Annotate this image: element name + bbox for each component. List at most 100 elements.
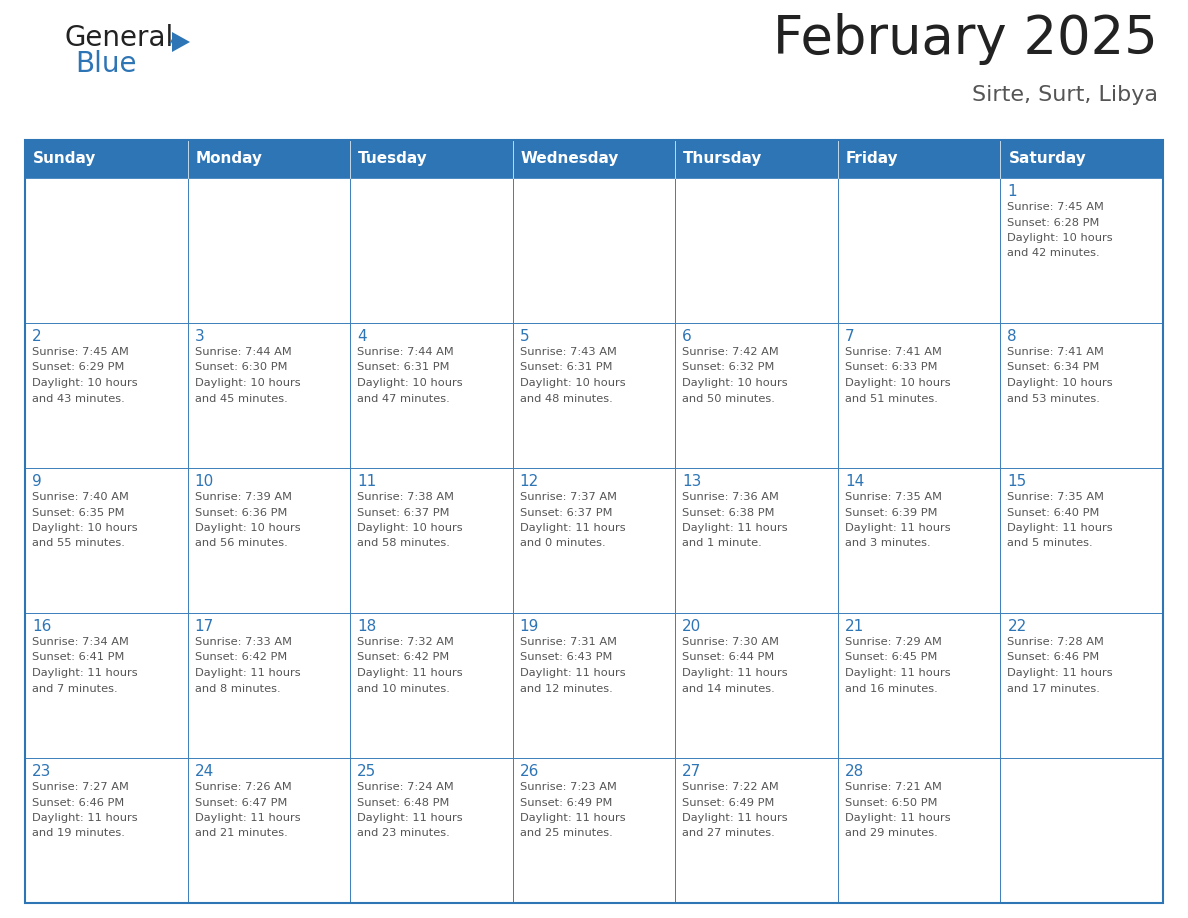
Bar [188, 468, 350, 613]
Bar [25, 323, 188, 468]
Text: 7: 7 [845, 329, 854, 344]
Text: Sunrise: 7:36 AM: Sunrise: 7:36 AM [682, 492, 779, 502]
Text: and 58 minutes.: and 58 minutes. [358, 539, 450, 548]
Text: Sunrise: 7:45 AM: Sunrise: 7:45 AM [1007, 202, 1105, 212]
Bar [350, 178, 513, 323]
Text: Sunrise: 7:35 AM: Sunrise: 7:35 AM [845, 492, 942, 502]
Text: Sunset: 6:42 PM: Sunset: 6:42 PM [358, 653, 449, 663]
Text: Sunrise: 7:37 AM: Sunrise: 7:37 AM [519, 492, 617, 502]
Bar [188, 613, 350, 758]
Text: Sunrise: 7:33 AM: Sunrise: 7:33 AM [195, 637, 291, 647]
Text: 14: 14 [845, 474, 864, 489]
Text: 19: 19 [519, 619, 539, 634]
Text: 9: 9 [32, 474, 42, 489]
Text: Sunrise: 7:38 AM: Sunrise: 7:38 AM [358, 492, 454, 502]
Text: Sunrise: 7:29 AM: Sunrise: 7:29 AM [845, 637, 942, 647]
Polygon shape [172, 32, 190, 52]
Bar [25, 140, 1163, 903]
Text: 22: 22 [1007, 619, 1026, 634]
Text: Daylight: 11 hours: Daylight: 11 hours [1007, 668, 1113, 678]
Text: and 1 minute.: and 1 minute. [682, 539, 762, 548]
Text: Blue: Blue [75, 50, 137, 78]
Bar [513, 613, 675, 758]
Text: Sunset: 6:31 PM: Sunset: 6:31 PM [358, 363, 449, 373]
Bar [188, 758, 350, 903]
Text: Daylight: 11 hours: Daylight: 11 hours [682, 523, 788, 533]
Text: 3: 3 [195, 329, 204, 344]
Text: and 23 minutes.: and 23 minutes. [358, 829, 450, 838]
Text: Sunrise: 7:31 AM: Sunrise: 7:31 AM [519, 637, 617, 647]
Text: Sunset: 6:47 PM: Sunset: 6:47 PM [195, 798, 287, 808]
Bar [1000, 468, 1163, 613]
Text: Sunset: 6:45 PM: Sunset: 6:45 PM [845, 653, 937, 663]
Text: Sunset: 6:40 PM: Sunset: 6:40 PM [1007, 508, 1100, 518]
Bar [25, 758, 188, 903]
Text: Wednesday: Wednesday [520, 151, 619, 166]
Text: Saturday: Saturday [1009, 151, 1086, 166]
Text: Sirte, Surt, Libya: Sirte, Surt, Libya [972, 85, 1158, 105]
Bar [350, 613, 513, 758]
Text: and 3 minutes.: and 3 minutes. [845, 539, 930, 548]
Text: Sunrise: 7:27 AM: Sunrise: 7:27 AM [32, 782, 128, 792]
Text: Sunrise: 7:24 AM: Sunrise: 7:24 AM [358, 782, 454, 792]
Text: Sunrise: 7:23 AM: Sunrise: 7:23 AM [519, 782, 617, 792]
Text: and 10 minutes.: and 10 minutes. [358, 684, 450, 693]
Text: Daylight: 10 hours: Daylight: 10 hours [682, 378, 788, 388]
Text: and 53 minutes.: and 53 minutes. [1007, 394, 1100, 404]
Text: and 25 minutes.: and 25 minutes. [519, 829, 613, 838]
Text: Sunrise: 7:28 AM: Sunrise: 7:28 AM [1007, 637, 1105, 647]
Text: Daylight: 10 hours: Daylight: 10 hours [845, 378, 950, 388]
Text: Sunset: 6:46 PM: Sunset: 6:46 PM [32, 798, 125, 808]
Text: Daylight: 11 hours: Daylight: 11 hours [32, 668, 138, 678]
Bar [1000, 140, 1163, 178]
Text: 6: 6 [682, 329, 693, 344]
Bar [513, 140, 675, 178]
Text: Sunset: 6:31 PM: Sunset: 6:31 PM [519, 363, 612, 373]
Text: Sunset: 6:37 PM: Sunset: 6:37 PM [358, 508, 449, 518]
Text: Tuesday: Tuesday [358, 151, 428, 166]
Text: Sunset: 6:42 PM: Sunset: 6:42 PM [195, 653, 286, 663]
Text: 12: 12 [519, 474, 539, 489]
Text: Sunrise: 7:39 AM: Sunrise: 7:39 AM [195, 492, 291, 502]
Text: Daylight: 10 hours: Daylight: 10 hours [358, 378, 463, 388]
Text: Daylight: 10 hours: Daylight: 10 hours [358, 523, 463, 533]
Text: Daylight: 11 hours: Daylight: 11 hours [519, 813, 625, 823]
Text: 24: 24 [195, 764, 214, 779]
Bar [513, 178, 675, 323]
Text: and 21 minutes.: and 21 minutes. [195, 829, 287, 838]
Text: Sunrise: 7:44 AM: Sunrise: 7:44 AM [358, 347, 454, 357]
Text: and 17 minutes.: and 17 minutes. [1007, 684, 1100, 693]
Text: and 47 minutes.: and 47 minutes. [358, 394, 450, 404]
Text: Daylight: 11 hours: Daylight: 11 hours [519, 668, 625, 678]
Text: Sunrise: 7:32 AM: Sunrise: 7:32 AM [358, 637, 454, 647]
Text: Sunrise: 7:30 AM: Sunrise: 7:30 AM [682, 637, 779, 647]
Text: Sunrise: 7:43 AM: Sunrise: 7:43 AM [519, 347, 617, 357]
Text: General: General [65, 24, 175, 52]
Text: Sunset: 6:29 PM: Sunset: 6:29 PM [32, 363, 125, 373]
Text: Daylight: 11 hours: Daylight: 11 hours [519, 523, 625, 533]
Text: Sunday: Sunday [33, 151, 96, 166]
Text: 5: 5 [519, 329, 530, 344]
Text: 13: 13 [682, 474, 702, 489]
Bar [838, 323, 1000, 468]
Text: and 14 minutes.: and 14 minutes. [682, 684, 775, 693]
Text: Sunset: 6:49 PM: Sunset: 6:49 PM [519, 798, 612, 808]
Text: and 48 minutes.: and 48 minutes. [519, 394, 613, 404]
Text: and 43 minutes.: and 43 minutes. [32, 394, 125, 404]
Bar [675, 178, 838, 323]
Text: 15: 15 [1007, 474, 1026, 489]
Bar [513, 468, 675, 613]
Text: Sunset: 6:38 PM: Sunset: 6:38 PM [682, 508, 775, 518]
Text: Sunset: 6:50 PM: Sunset: 6:50 PM [845, 798, 937, 808]
Text: and 51 minutes.: and 51 minutes. [845, 394, 937, 404]
Text: Daylight: 11 hours: Daylight: 11 hours [682, 668, 788, 678]
Text: 11: 11 [358, 474, 377, 489]
Text: Sunrise: 7:26 AM: Sunrise: 7:26 AM [195, 782, 291, 792]
Bar [675, 323, 838, 468]
Text: Sunset: 6:30 PM: Sunset: 6:30 PM [195, 363, 287, 373]
Text: Daylight: 10 hours: Daylight: 10 hours [519, 378, 625, 388]
Text: Sunset: 6:34 PM: Sunset: 6:34 PM [1007, 363, 1100, 373]
Text: Daylight: 11 hours: Daylight: 11 hours [1007, 523, 1113, 533]
Text: Sunset: 6:37 PM: Sunset: 6:37 PM [519, 508, 612, 518]
Text: 8: 8 [1007, 329, 1017, 344]
